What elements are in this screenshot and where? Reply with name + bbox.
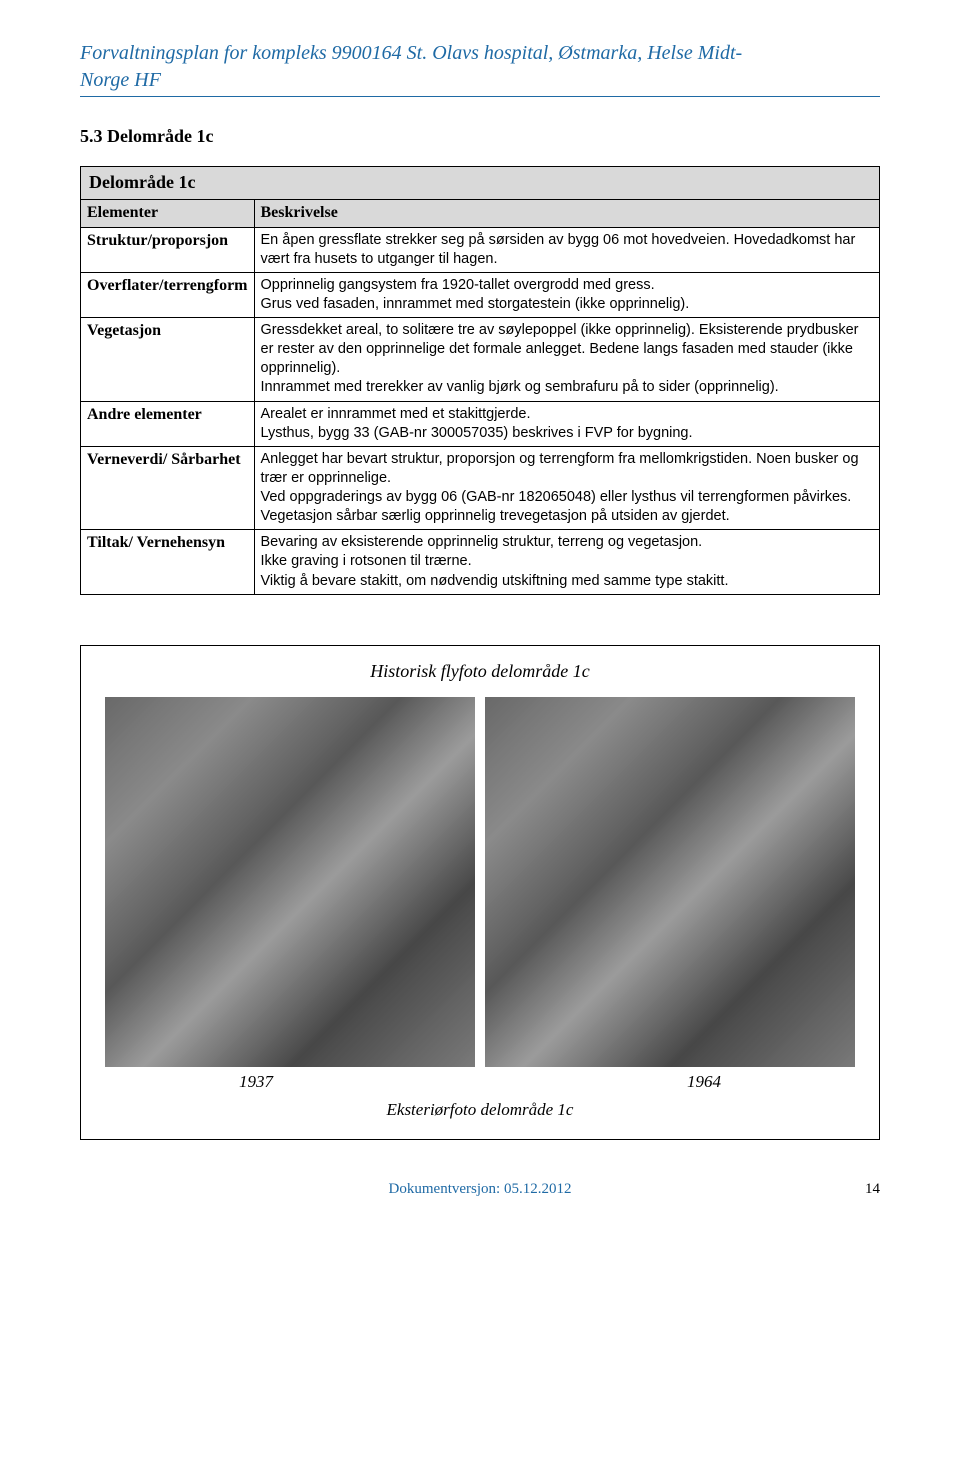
row-label: Struktur/proporsjon [81, 227, 255, 272]
table-row: Verneverdi/ Sårbarhet Anlegget har bevar… [81, 446, 880, 530]
document-header: Forvaltningsplan for kompleks 9900164 St… [80, 40, 880, 97]
photo-row [99, 697, 861, 1067]
aerial-photo-1964 [485, 697, 855, 1067]
photo-years-row: 1937 1964 [99, 1067, 861, 1093]
table-row: Andre elementer Arealet er innrammet med… [81, 401, 880, 446]
aerial-photo-1937 [105, 697, 475, 1067]
photo-year-right: 1964 [687, 1071, 721, 1093]
section-heading: 5.3 Delområde 1c [80, 125, 880, 148]
photo-year-left: 1937 [239, 1071, 273, 1093]
footer-page-number: 14 [840, 1180, 880, 1200]
photo-block: Historisk flyfoto delområde 1c 1937 1964… [80, 645, 880, 1141]
table-header-row: Elementer Beskrivelse [81, 199, 880, 227]
row-label: Verneverdi/ Sårbarhet [81, 446, 255, 530]
section-subheading: Delområde 1c [80, 166, 880, 198]
row-label: Andre elementer [81, 401, 255, 446]
table-row: Struktur/proporsjon En åpen gressflate s… [81, 227, 880, 272]
row-desc: Anlegget har bevart struktur, proporsjon… [254, 446, 880, 530]
photo-caption-2: Eksteriørfoto delområde 1c [99, 1099, 861, 1121]
header-rule [80, 96, 880, 97]
table-row: Tiltak/ Vernehensyn Bevaring av eksister… [81, 530, 880, 594]
row-label: Vegetasjon [81, 318, 255, 402]
header-title-line1: Forvaltningsplan for kompleks 9900164 St… [80, 40, 880, 67]
table-header-right: Beskrivelse [254, 199, 880, 227]
footer-version: Dokumentversjon: 05.12.2012 [120, 1180, 840, 1200]
row-desc: En åpen gressflate strekker seg på sørsi… [254, 227, 880, 272]
row-desc: Arealet er innrammet med et stakittgjerd… [254, 401, 880, 446]
photo-block-title: Historisk flyfoto delområde 1c [99, 660, 861, 683]
row-desc: Gressdekket areal, to solitære tre av sø… [254, 318, 880, 402]
table-header-left: Elementer [81, 199, 255, 227]
elements-table: Elementer Beskrivelse Struktur/proporsjo… [80, 199, 880, 595]
header-title-line2: Norge HF [80, 67, 880, 94]
row-desc: Opprinnelig gangsystem fra 1920-tallet o… [254, 272, 880, 317]
row-label: Overflater/terrengform [81, 272, 255, 317]
row-label: Tiltak/ Vernehensyn [81, 530, 255, 594]
page-footer: Dokumentversjon: 05.12.2012 14 [80, 1180, 880, 1200]
table-row: Overflater/terrengform Opprinnelig gangs… [81, 272, 880, 317]
table-row: Vegetasjon Gressdekket areal, to solitær… [81, 318, 880, 402]
row-desc: Bevaring av eksisterende opprinnelig str… [254, 530, 880, 594]
